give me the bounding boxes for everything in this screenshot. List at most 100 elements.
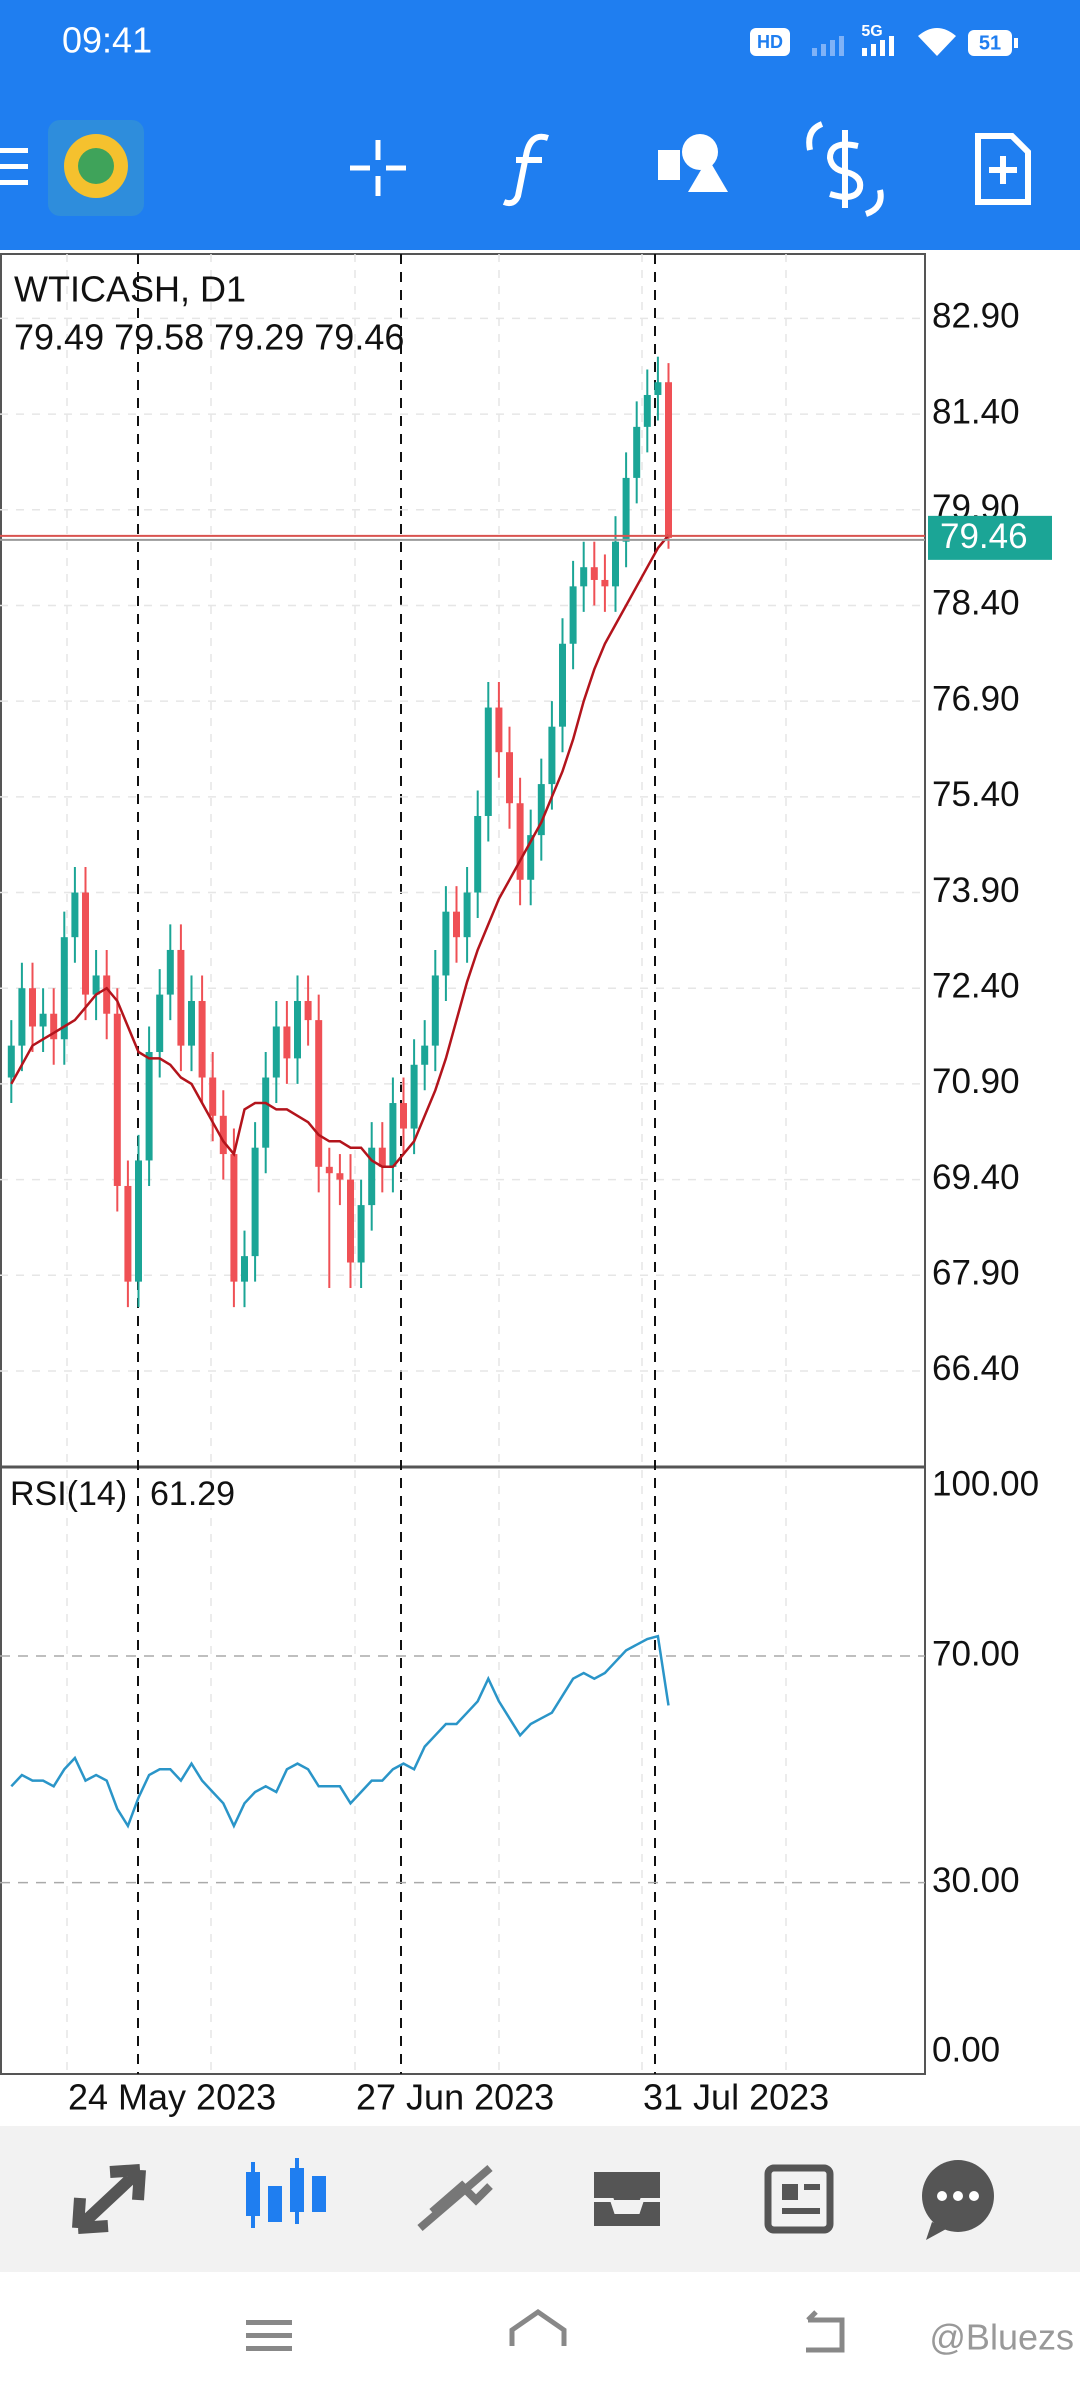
candle-body xyxy=(400,1103,407,1129)
nav-chat[interactable] xyxy=(922,2160,994,2240)
candle-body xyxy=(559,643,566,727)
hd-text: HD xyxy=(757,32,783,52)
candle-body xyxy=(601,579,609,587)
indicator-icon[interactable] xyxy=(502,133,549,207)
candle-body xyxy=(39,1013,47,1027)
candle-body xyxy=(325,1166,333,1174)
y-tick-label: 75.40 xyxy=(932,775,1020,814)
candle-body xyxy=(665,382,672,538)
candle-body xyxy=(495,707,503,753)
candle-body xyxy=(166,949,174,995)
watermark: @Bluezs xyxy=(929,2317,1074,2358)
candle-body xyxy=(569,586,577,644)
candle-body xyxy=(219,1115,227,1155)
candle-body xyxy=(18,988,26,1046)
candle-body xyxy=(304,1000,312,1021)
objects-icon[interactable] xyxy=(658,134,728,192)
candle-body xyxy=(506,752,513,804)
candle-body xyxy=(315,1020,323,1167)
nav-history[interactable] xyxy=(590,2168,664,2230)
candle-body xyxy=(50,1013,58,1040)
nav-quotes[interactable] xyxy=(72,2164,146,2234)
nav-trade[interactable] xyxy=(417,2164,493,2232)
x-label: 24 May 2023 xyxy=(68,2077,276,2118)
sys-home[interactable] xyxy=(509,2308,567,2346)
candle-body xyxy=(336,1173,344,1180)
candle-body xyxy=(230,1154,238,1282)
wifi-icon xyxy=(918,28,956,56)
ohlc: 79.49 79.58 79.29 79.46 xyxy=(14,317,404,358)
status-time: 09:41 xyxy=(62,20,152,61)
candle-body xyxy=(527,835,535,880)
candle-body xyxy=(590,567,598,580)
y-tick-label: 69.40 xyxy=(932,1158,1020,1197)
nav-chart[interactable] xyxy=(246,2158,326,2228)
y-tick-label: 70.90 xyxy=(932,1062,1020,1101)
battery-tip xyxy=(1014,38,1018,48)
candle-body xyxy=(612,541,619,587)
plot-layer xyxy=(0,317,925,1884)
candle-body xyxy=(283,1026,291,1059)
signal-1 xyxy=(812,36,844,56)
y-tick-label: 81.40 xyxy=(932,392,1020,431)
hd-badge xyxy=(750,28,790,56)
candle-body xyxy=(262,1077,270,1148)
candle-body xyxy=(135,1160,142,1282)
y-tick-label: 82.90 xyxy=(932,297,1020,336)
y-tick-label: 73.90 xyxy=(932,871,1020,910)
candle-body xyxy=(29,988,36,1027)
logo-inner xyxy=(78,148,114,184)
signal-2 xyxy=(862,36,894,56)
sys-back[interactable] xyxy=(806,2310,845,2353)
candle-body xyxy=(654,382,662,395)
rsi-value: 61.29 xyxy=(150,1475,235,1513)
chart-frame xyxy=(0,253,926,2075)
candle-body xyxy=(113,1013,121,1186)
trade-icon[interactable] xyxy=(806,121,884,217)
candle-body xyxy=(124,1185,132,1282)
price-label-box xyxy=(928,515,1052,560)
bottom-nav xyxy=(0,2126,1080,2272)
nav-news[interactable] xyxy=(764,2164,834,2234)
candle-body xyxy=(421,1045,429,1065)
candle-body xyxy=(71,892,79,938)
candle-body xyxy=(389,1103,397,1167)
x-label: 31 Jul 2023 xyxy=(643,2077,829,2118)
candle-body xyxy=(198,1000,206,1078)
candle-body xyxy=(251,1147,259,1257)
candle-body xyxy=(177,949,185,1046)
candle-body xyxy=(484,707,492,816)
crosshair-icon[interactable] xyxy=(350,140,406,196)
y-tick-label: 76.90 xyxy=(932,679,1020,718)
menu-icon[interactable] xyxy=(0,148,28,185)
candle-body xyxy=(368,1147,376,1206)
candle-body xyxy=(537,784,545,836)
rsi-line xyxy=(10,1634,670,1829)
candle-body xyxy=(410,1064,418,1129)
rsi-tick-label: 30.00 xyxy=(932,1861,1020,1900)
rsi-tick-label: 100.00 xyxy=(932,1464,1039,1503)
candle-body xyxy=(188,1000,195,1046)
candle-body xyxy=(622,477,630,542)
y-tick-label: 72.40 xyxy=(932,966,1020,1005)
candle-body xyxy=(643,394,651,427)
candle-body xyxy=(347,1179,354,1263)
candle-body xyxy=(294,1000,301,1059)
symbol: WTICASH, D1 xyxy=(14,269,246,310)
rsi-title: RSI(14) xyxy=(10,1475,127,1513)
candle-body xyxy=(7,1045,15,1078)
candle-body xyxy=(156,994,164,1053)
candle-body xyxy=(633,426,641,478)
candle-body xyxy=(516,803,524,880)
candle-body xyxy=(442,911,450,976)
network-text: 5G xyxy=(861,23,882,40)
candle-body xyxy=(474,815,482,893)
candle-body xyxy=(463,892,471,938)
app-header xyxy=(0,0,1080,250)
new-order-icon[interactable] xyxy=(975,133,1031,205)
candle-body xyxy=(453,911,460,938)
candle-body xyxy=(378,1147,386,1167)
y-tick-label: 67.90 xyxy=(932,1254,1020,1293)
sys-menu[interactable] xyxy=(246,2320,292,2351)
